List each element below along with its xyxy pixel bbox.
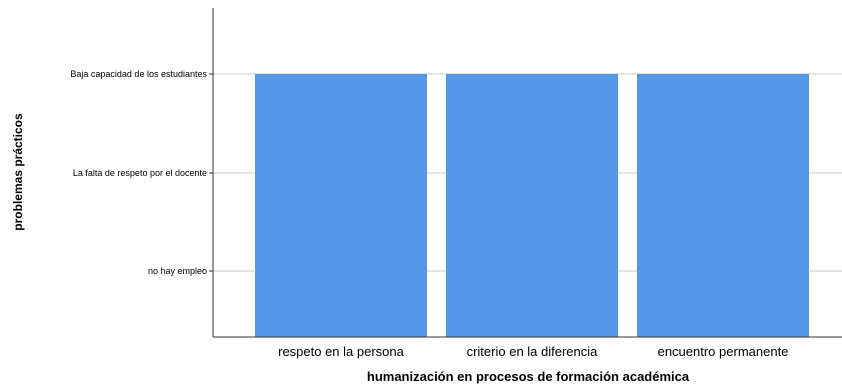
y-axis-label: problemas prácticos [11,113,25,231]
x-tick-label: encuentro permanente [658,344,789,359]
bar [637,74,809,337]
y-tick-label: Baja capacidad de los estudiantes [70,69,207,79]
y-tick-labels: no hay empleo La falta de respeto por el … [70,69,213,276]
x-tick-labels: respeto en la persona criterio en la dife… [278,344,788,359]
x-tick-label: criterio en la diferencia [467,344,599,359]
bar [446,74,618,337]
y-tick-label: no hay empleo [148,266,207,276]
bar [255,74,427,337]
bars [255,74,809,337]
y-tick-label: La falta de respeto por el docente [73,168,207,178]
x-axis-label: humanización en procesos de formación ac… [367,369,690,384]
x-tick-label: respeto en la persona [278,344,405,359]
